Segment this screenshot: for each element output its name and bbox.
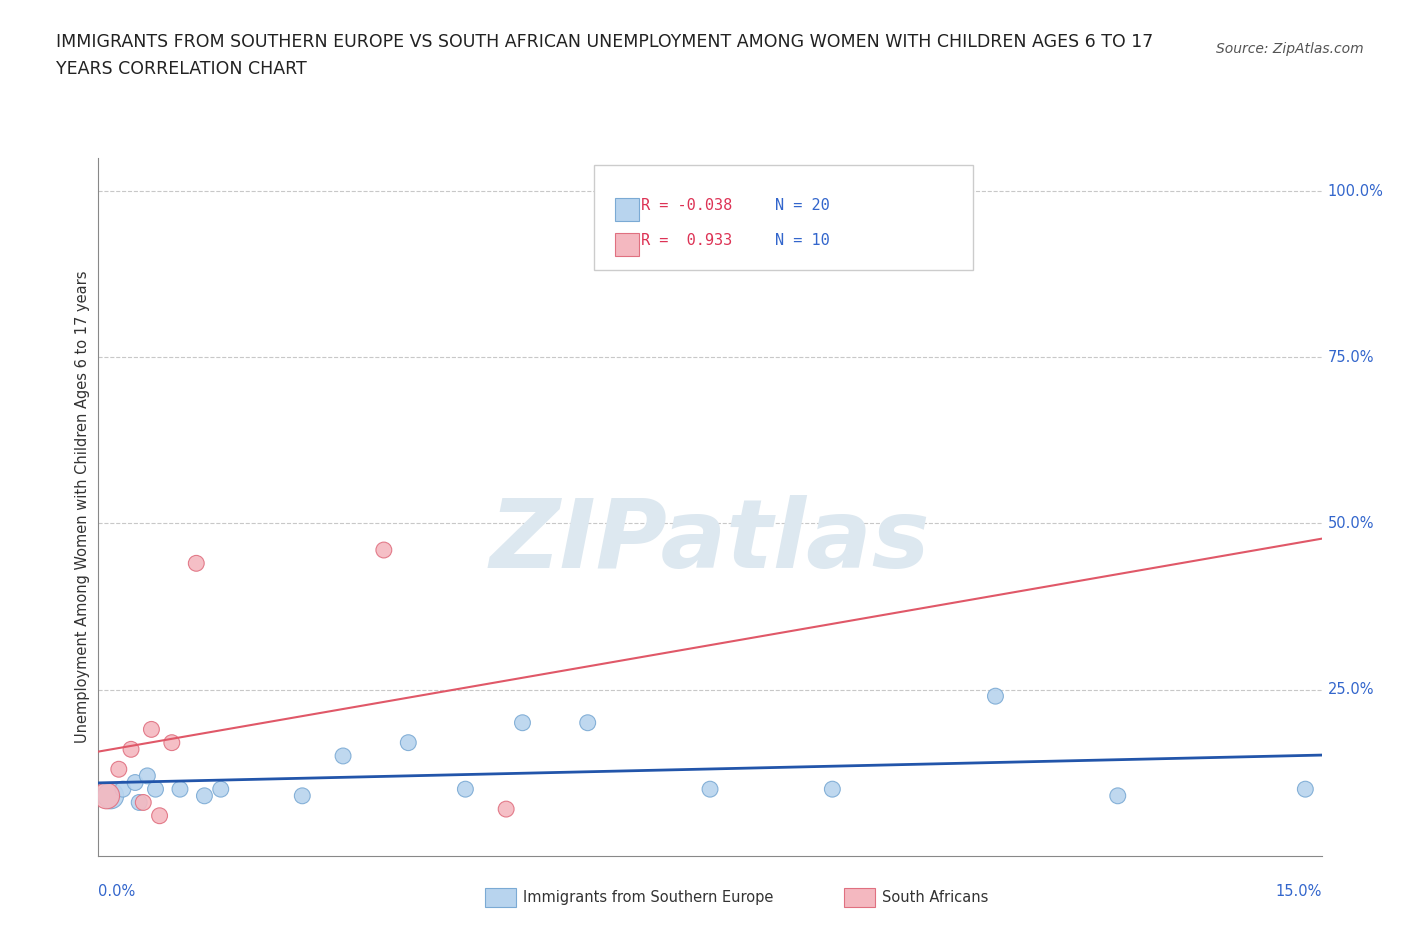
Text: R =  0.933: R = 0.933	[641, 233, 733, 248]
Text: 25.0%: 25.0%	[1327, 682, 1374, 697]
Y-axis label: Unemployment Among Women with Children Ages 6 to 17 years: Unemployment Among Women with Children A…	[75, 271, 90, 743]
Text: N = 20: N = 20	[776, 198, 830, 213]
Text: YEARS CORRELATION CHART: YEARS CORRELATION CHART	[56, 60, 307, 78]
Point	[1107, 789, 1129, 804]
Text: 50.0%: 50.0%	[1327, 516, 1374, 531]
Text: 0.0%: 0.0%	[98, 884, 135, 898]
Point	[132, 795, 155, 810]
Point	[512, 715, 534, 730]
Bar	[614, 233, 638, 257]
Point	[1294, 782, 1316, 797]
Bar	[614, 198, 638, 221]
Point	[128, 795, 150, 810]
Point	[332, 749, 354, 764]
Text: South Africans: South Africans	[882, 890, 988, 905]
Point	[136, 768, 159, 783]
Text: 15.0%: 15.0%	[1275, 884, 1322, 898]
Point	[145, 782, 167, 797]
Point	[396, 736, 419, 751]
Text: 75.0%: 75.0%	[1327, 350, 1374, 365]
Point	[96, 789, 118, 804]
Point	[193, 789, 215, 804]
Point	[576, 715, 599, 730]
Point	[160, 736, 183, 751]
Text: N = 10: N = 10	[776, 233, 830, 248]
Text: Source: ZipAtlas.com: Source: ZipAtlas.com	[1216, 42, 1364, 56]
Point	[111, 782, 134, 797]
Text: Immigrants from Southern Europe: Immigrants from Southern Europe	[523, 890, 773, 905]
Point	[495, 802, 517, 817]
Point	[120, 742, 142, 757]
FancyBboxPatch shape	[593, 166, 973, 270]
Point	[141, 722, 163, 737]
Text: 100.0%: 100.0%	[1327, 184, 1384, 199]
Text: ZIPatlas: ZIPatlas	[489, 495, 931, 588]
Point	[454, 782, 477, 797]
Text: IMMIGRANTS FROM SOUTHERN EUROPE VS SOUTH AFRICAN UNEMPLOYMENT AMONG WOMEN WITH C: IMMIGRANTS FROM SOUTHERN EUROPE VS SOUTH…	[56, 33, 1153, 50]
Point	[124, 775, 146, 790]
Point	[699, 782, 721, 797]
Point	[100, 789, 122, 804]
Point	[149, 808, 172, 823]
Point	[984, 689, 1007, 704]
Point	[186, 556, 208, 571]
Point	[169, 782, 191, 797]
Point	[291, 789, 314, 804]
Text: R = -0.038: R = -0.038	[641, 198, 733, 213]
Point	[209, 782, 232, 797]
Point	[108, 762, 131, 777]
Point	[373, 542, 395, 557]
Point	[821, 782, 844, 797]
